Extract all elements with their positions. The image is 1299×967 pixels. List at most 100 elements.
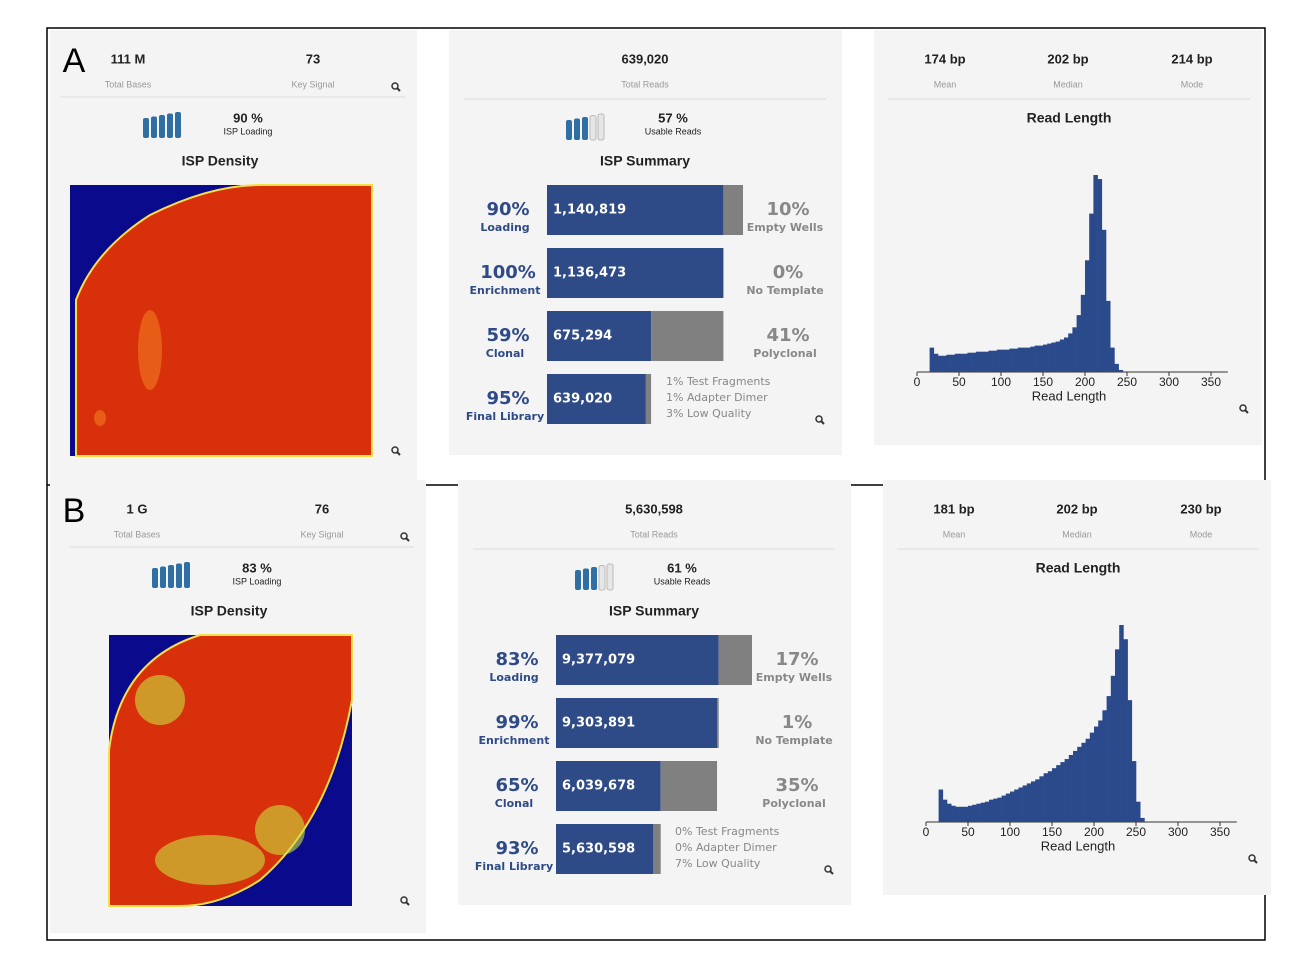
histogram-bar	[946, 355, 951, 372]
x-tick-label: 300	[1159, 375, 1179, 389]
histogram-bar	[943, 800, 948, 822]
histogram-bar	[967, 353, 972, 372]
histogram-bar	[1014, 349, 1019, 372]
total-bases-label: Total Bases	[114, 529, 161, 539]
other-name: Polyclonal	[753, 347, 816, 360]
histogram-bar	[1051, 343, 1056, 372]
other-name: No Template	[755, 734, 832, 747]
histogram-bar	[934, 354, 939, 372]
x-axis-label: Read Length	[1041, 838, 1115, 853]
stat-median-label: Median	[1053, 79, 1083, 89]
stat-mean-label: Mean	[943, 529, 966, 539]
row-name: Clonal	[486, 347, 524, 360]
histogram-bar	[1098, 179, 1103, 372]
x-axis-label: Read Length	[1032, 388, 1106, 403]
heatmap-hotspot	[255, 805, 305, 855]
x-tick-label: 100	[991, 375, 1011, 389]
histogram-bar	[955, 807, 960, 822]
histogram-bar	[1089, 214, 1094, 372]
signal-bar	[574, 119, 580, 141]
histogram-bar	[1132, 761, 1137, 822]
histogram-bar	[993, 351, 998, 372]
signal-bar	[152, 568, 158, 588]
histogram-bar	[1014, 790, 1019, 822]
histogram-bar	[1115, 649, 1120, 822]
histogram-bar	[972, 805, 977, 822]
x-tick-label: 100	[1000, 825, 1020, 839]
density-title: ISP Density	[191, 603, 268, 619]
signal-bar	[143, 118, 149, 138]
signal-bar	[599, 566, 605, 591]
bar-segment-fail	[723, 185, 743, 235]
usable-reads: 57 %	[658, 110, 688, 125]
histogram-bar	[1136, 802, 1141, 822]
other-percent: 41%	[766, 325, 809, 346]
isp-loading-label: ISP Loading	[224, 126, 273, 136]
histogram-bar	[968, 806, 973, 822]
x-tick-label: 0	[923, 825, 930, 839]
signal-bar	[598, 114, 604, 140]
key-signal: 73	[306, 51, 320, 66]
histogram-bar	[1043, 345, 1048, 372]
row-percent: 90%	[486, 199, 529, 220]
other-name: No Template	[746, 284, 823, 297]
histogram-bar	[1077, 747, 1082, 822]
histogram-bar	[980, 352, 985, 372]
x-tick-label: 0	[914, 375, 921, 389]
histogram-bar	[984, 352, 989, 372]
stat-mode: 230 bp	[1180, 501, 1221, 516]
bar-count: 675,294	[553, 329, 612, 344]
x-tick-label: 200	[1084, 825, 1104, 839]
isp-loading: 90 %	[233, 110, 263, 125]
figure: A111 MTotal Bases73Key Signal90 %ISP Loa…	[0, 0, 1299, 967]
histogram-bar	[1018, 787, 1023, 822]
read-length-title: Read Length	[1027, 110, 1112, 126]
heatmap-hotspot	[94, 410, 106, 426]
histogram-bar	[1110, 348, 1115, 372]
histogram-bar	[1102, 710, 1107, 822]
other-percent: 1%	[782, 712, 813, 733]
histogram-bar	[1119, 625, 1124, 822]
quality-note: 0% Adapter Dimer	[675, 841, 777, 854]
x-tick-label: 350	[1201, 375, 1221, 389]
row-name: Clonal	[495, 797, 533, 810]
histogram-bar	[955, 354, 960, 372]
histogram-bar	[942, 356, 947, 372]
histogram-bar	[1094, 727, 1099, 822]
row-percent: 99%	[495, 712, 538, 733]
signal-bar	[159, 115, 165, 138]
bar-segment-fail	[646, 374, 651, 424]
histogram-bar	[1027, 783, 1032, 822]
histogram-bar	[981, 803, 986, 822]
histogram-bar	[1052, 768, 1057, 822]
bar-count: 1,140,819	[553, 203, 626, 218]
histogram-bar	[1140, 818, 1145, 822]
stat-mean: 174 bp	[924, 51, 965, 66]
signal-bar	[160, 567, 166, 589]
signal-bar	[607, 564, 613, 590]
histogram-bar	[1102, 230, 1107, 372]
histogram-bar	[1022, 348, 1027, 372]
heatmap-hotspot	[138, 310, 162, 390]
usable-reads-label: Usable Reads	[645, 126, 702, 136]
x-tick-label: 350	[1210, 825, 1230, 839]
histogram-bar	[1001, 350, 1006, 372]
histogram-bar	[1023, 785, 1028, 822]
histogram-bar	[1090, 733, 1095, 822]
usable-reads: 61 %	[667, 560, 697, 575]
histogram-bar	[997, 350, 1002, 372]
histogram-bar	[1111, 676, 1116, 822]
bar-count: 6,039,678	[562, 779, 635, 794]
stat-median: 202 bp	[1056, 501, 1097, 516]
bar-segment-fail	[661, 761, 717, 811]
histogram-bar	[1031, 781, 1036, 822]
summary-title: ISP Summary	[609, 603, 699, 619]
x-tick-label: 50	[952, 375, 966, 389]
bar-count: 9,377,079	[562, 653, 635, 668]
histogram-bar	[1098, 720, 1103, 822]
histogram-bar	[1068, 333, 1073, 372]
histogram-bar	[963, 354, 968, 372]
bar-segment-fail	[717, 698, 719, 748]
other-name: Empty Wells	[756, 671, 833, 684]
histogram-bar	[1064, 337, 1069, 372]
